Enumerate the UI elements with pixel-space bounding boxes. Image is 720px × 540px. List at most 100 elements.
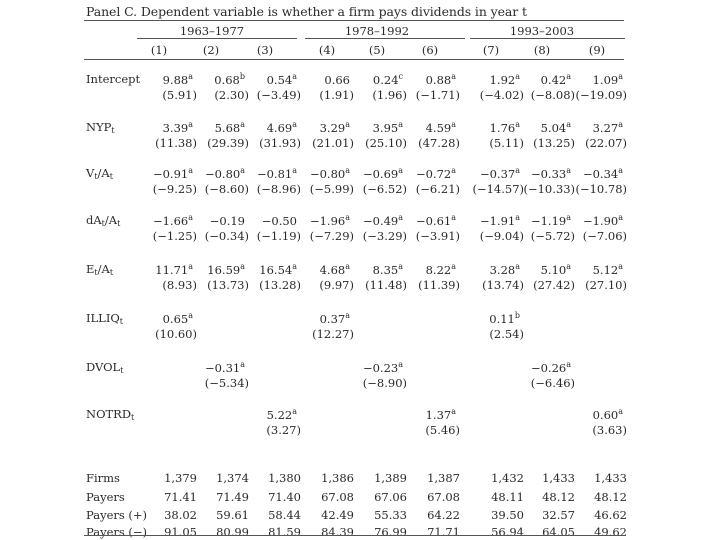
coefficient-cell: 5.04a	[540, 120, 571, 135]
stat-cell: 67.08	[427, 490, 460, 504]
significance-mark: a	[292, 407, 297, 416]
coefficient-cell: 1.76a	[489, 120, 520, 135]
t-stat-cell: (8.93)	[162, 278, 197, 292]
t-stat-cell: (9.97)	[319, 278, 354, 292]
subscript: t	[119, 317, 124, 326]
t-stat-cell: (−6.46)	[530, 376, 575, 390]
row-label: Et/At	[86, 262, 114, 277]
coefficient-cell: −1.90a	[582, 213, 623, 228]
t-stat-cell: (2.54)	[489, 327, 524, 341]
stat-cell: 64.22	[427, 508, 460, 522]
t-stat-cell: (−0.34)	[204, 229, 249, 243]
coefficient-cell: −0.80a	[204, 166, 245, 181]
significance-mark: a	[566, 262, 571, 271]
subscript: t	[120, 366, 124, 375]
coefficient-cell: −0.26a	[530, 360, 571, 375]
stat-cell: 1,389	[374, 471, 407, 485]
t-stat-cell: (−8.60)	[204, 182, 249, 196]
significance-mark: a	[345, 120, 350, 129]
significance-mark: a	[566, 213, 571, 222]
significance-mark: a	[398, 166, 403, 175]
significance-mark: a	[515, 166, 520, 175]
significance-mark: a	[398, 360, 403, 369]
coefficient-cell: 1.09a	[592, 72, 623, 87]
significance-mark: a	[618, 120, 623, 129]
significance-mark: a	[515, 213, 520, 222]
coefficient-cell: 11.71a	[155, 262, 193, 277]
significance-mark: a	[292, 262, 297, 271]
coefficient-cell: 0.60a	[592, 407, 623, 422]
coefficient-cell: −0.37a	[479, 166, 520, 181]
t-stat-cell: (13.28)	[259, 278, 301, 292]
subscript: t	[94, 268, 98, 277]
significance-mark: a	[618, 407, 623, 416]
t-stat-cell: (5.91)	[162, 88, 197, 102]
column-number: (7)	[482, 43, 500, 57]
coefficient-cell: −0.34a	[582, 166, 623, 181]
coefficient-cell: 0.54a	[266, 72, 297, 87]
significance-mark: a	[188, 72, 193, 81]
significance-mark: a	[618, 213, 623, 222]
coefficient-cell: 0.37a	[319, 311, 350, 326]
t-stat-cell: (21.01)	[312, 136, 354, 150]
stat-cell: 91.05	[164, 525, 197, 539]
significance-mark: a	[451, 72, 456, 81]
significance-mark: b	[514, 311, 520, 320]
significance-mark: a	[240, 120, 245, 129]
t-stat-cell: (−7.06)	[582, 229, 627, 243]
bottom-rule	[84, 535, 624, 536]
t-stat-cell: (−14.57)	[472, 182, 524, 196]
column-number: (5)	[368, 43, 386, 57]
t-stat-cell: (−3.49)	[256, 88, 301, 102]
coefficient-cell: 16.54a	[259, 262, 297, 277]
significance-mark: a	[345, 311, 350, 320]
period-header: 1963–1977	[179, 24, 245, 38]
coefficient-cell: −1.19a	[530, 213, 571, 228]
stat-cell: 58.44	[268, 508, 301, 522]
stat-cell: 71.71	[427, 525, 460, 539]
stat-cell: 71.40	[268, 490, 301, 504]
coefficient-cell: 4.59a	[425, 120, 456, 135]
subscript: t	[111, 126, 115, 135]
stat-cell: 39.50	[491, 508, 524, 522]
t-stat-cell: (11.38)	[155, 136, 197, 150]
coefficient-cell: 0.65a	[162, 311, 193, 326]
t-stat-cell: (13.73)	[207, 278, 249, 292]
coefficient-cell: −0.23a	[362, 360, 403, 375]
stat-label: Firms	[86, 471, 120, 485]
coefficient-cell: 4.69a	[266, 120, 297, 135]
column-number: (9)	[588, 43, 606, 57]
stat-label: Payers	[86, 490, 125, 504]
significance-mark: a	[618, 262, 623, 271]
subscript: t	[101, 219, 105, 228]
coefficient-cell: 5.10a	[540, 262, 571, 277]
stat-cell: 55.33	[374, 508, 407, 522]
stat-cell: 46.62	[594, 508, 627, 522]
coefficient-cell: 0.66	[324, 72, 350, 87]
significance-mark: a	[515, 72, 520, 81]
t-stat-cell: (−8.90)	[362, 376, 407, 390]
t-stat-cell: (−10.78)	[575, 182, 627, 196]
coefficient-cell: −0.81a	[256, 166, 297, 181]
t-stat-cell: (13.74)	[482, 278, 524, 292]
t-stat-cell: (27.42)	[533, 278, 575, 292]
significance-mark: a	[240, 262, 245, 271]
t-stat-cell: (−1.25)	[152, 229, 197, 243]
t-stat-cell: (−9.25)	[152, 182, 197, 196]
subscript: t	[94, 172, 98, 181]
t-stat-cell: (−1.19)	[256, 229, 301, 243]
t-stat-cell: (−19.09)	[575, 88, 627, 102]
t-stat-cell: (−4.02)	[479, 88, 524, 102]
significance-mark: a	[451, 407, 456, 416]
row-label: ILLIQt	[86, 311, 124, 326]
significance-mark: a	[451, 120, 456, 129]
subscript: t	[131, 413, 135, 422]
coefficient-cell: 0.24c	[372, 72, 403, 87]
significance-mark: a	[292, 166, 297, 175]
coefficient-cell: 5.12a	[592, 262, 623, 277]
t-stat-cell: (−3.29)	[362, 229, 407, 243]
t-stat-cell: (47.28)	[418, 136, 460, 150]
significance-mark: a	[451, 213, 456, 222]
stat-cell: 71.41	[164, 490, 197, 504]
stat-cell: 1,432	[491, 471, 524, 485]
